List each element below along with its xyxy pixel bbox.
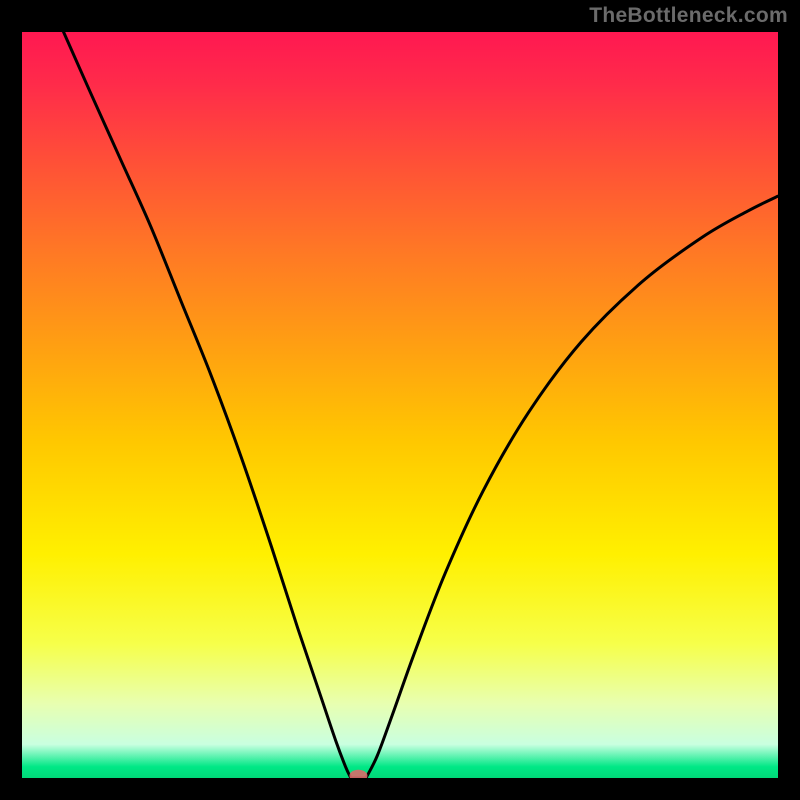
chart-svg (22, 32, 778, 778)
watermark-text: TheBottleneck.com (589, 4, 788, 28)
gradient-background (22, 32, 778, 778)
plot-area (22, 32, 778, 778)
chart-frame: TheBottleneck.com (0, 0, 800, 800)
